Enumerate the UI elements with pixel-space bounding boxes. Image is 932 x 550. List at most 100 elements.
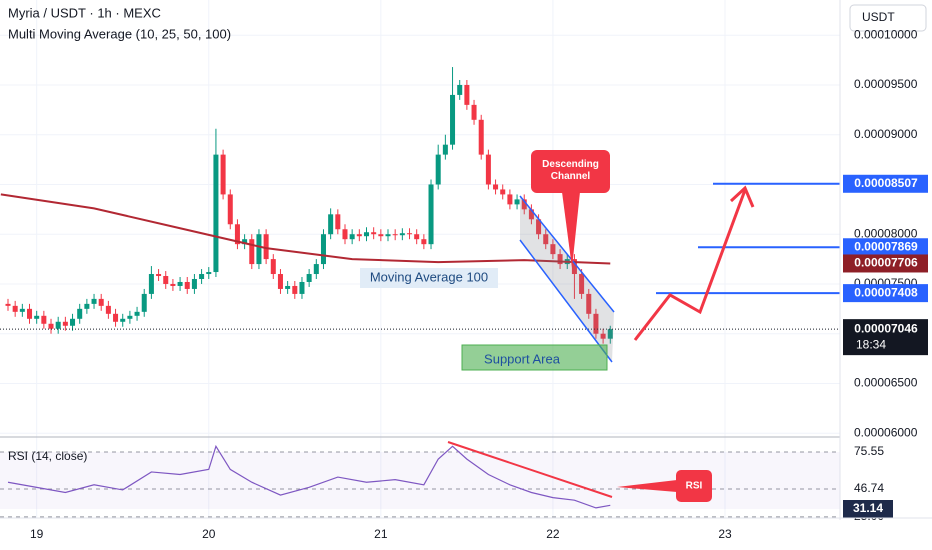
- candle-body: [521, 199, 527, 210]
- x-tick-label: 19: [30, 527, 44, 541]
- candle-body: [148, 274, 154, 294]
- candle-body: [514, 199, 520, 205]
- level-label-bg: [843, 174, 928, 193]
- support-label: Support Area: [484, 351, 561, 366]
- candle-body: [220, 154, 226, 195]
- candle-body: [478, 119, 484, 155]
- candle-body: [249, 239, 255, 265]
- candle-body: [134, 311, 140, 316]
- y-tick-label: 0.00006000: [854, 425, 918, 439]
- candle-body: [550, 244, 556, 255]
- rsi-current-bg: [843, 500, 893, 519]
- candle-body: [571, 259, 577, 275]
- candle-body: [528, 209, 534, 220]
- currency[interactable]: USDT: [862, 10, 895, 24]
- channel-label: Descending Channel: [542, 159, 599, 182]
- candle-body: [70, 318, 76, 326]
- y-tick-label: 0.00009500: [854, 77, 918, 91]
- arrow-head: [729, 185, 755, 208]
- candle-body: [320, 234, 326, 265]
- candle-body: [234, 224, 240, 245]
- chart-subtitle: Multi Moving Average (10, 25, 50, 100): [8, 26, 231, 41]
- candle-body: [371, 232, 377, 235]
- currency-button[interactable]: [849, 4, 927, 32]
- rsi-tick-label: 75.55: [854, 444, 884, 458]
- candle-body: [335, 214, 341, 230]
- y-tick-label: 0.00008000: [854, 226, 918, 240]
- candle-body: [177, 281, 183, 286]
- rsi-current-label: 31.14: [853, 501, 883, 515]
- candle-body: [227, 194, 233, 225]
- candle-body: [141, 293, 147, 312]
- candle-body: [19, 308, 25, 312]
- candle-body: [206, 272, 212, 275]
- candle-body: [399, 233, 405, 236]
- candle-body: [328, 214, 334, 235]
- candle-body: [407, 233, 413, 235]
- candle-body: [435, 154, 441, 185]
- candle-body: [543, 234, 549, 245]
- candle-body: [62, 321, 68, 326]
- rsi-pointer: [617, 480, 677, 492]
- candle-body: [48, 323, 54, 329]
- rsi-note: RSI: [686, 481, 703, 492]
- current-price-label: 0.00007046: [854, 321, 918, 335]
- x-tick-label: 21: [374, 527, 388, 541]
- candle-body: [536, 219, 542, 235]
- channel-upper: [519, 195, 615, 313]
- candle-body: [242, 239, 248, 245]
- price-axis-bg: [840, 0, 932, 550]
- candle-body: [27, 308, 33, 319]
- rsi-callout: [676, 470, 712, 502]
- candle-body: [342, 229, 348, 240]
- y-tick-label: 0.00010000: [854, 27, 918, 41]
- candle-body: [170, 283, 176, 286]
- candle-body: [84, 303, 90, 309]
- candle-body: [464, 84, 470, 105]
- candle-body: [55, 321, 61, 329]
- ma-value-label: 0.00007706: [854, 256, 918, 270]
- chart-title: Myria / USDT · 1h · MEXC: [8, 5, 161, 20]
- level-label-bg: [843, 238, 928, 257]
- x-tick-label: 20: [202, 527, 216, 541]
- candle-body: [392, 234, 398, 236]
- candle-body: [77, 308, 83, 319]
- candle-body: [299, 281, 305, 294]
- candle-body: [5, 303, 11, 306]
- candle-body: [213, 154, 219, 273]
- candle-body: [586, 293, 592, 314]
- candle-body: [557, 254, 563, 265]
- candle-body: [378, 234, 384, 237]
- candle-body: [471, 104, 477, 120]
- candle-body: [607, 329, 613, 339]
- candle-body: [285, 285, 291, 289]
- ma-line: [0, 193, 611, 265]
- candle-body: [120, 318, 126, 322]
- candle-body: [277, 274, 283, 289]
- channel-callout: [531, 150, 610, 193]
- candle-body: [414, 234, 420, 240]
- candle-body: [191, 278, 197, 289]
- candle-body: [442, 144, 448, 155]
- candle-body: [199, 274, 205, 279]
- candle-body: [457, 84, 463, 95]
- candle-body: [507, 194, 513, 205]
- ma-label-bg: [843, 254, 928, 273]
- candle-body: [184, 281, 190, 289]
- rsi-line: [7, 444, 611, 509]
- candle-body: [98, 298, 104, 306]
- rsi-divergence-line: [447, 441, 613, 498]
- candle-body: [450, 94, 456, 145]
- candle-body: [105, 305, 111, 314]
- rsi-tick-label: 46.74: [854, 481, 884, 495]
- y-tick-label: 0.00006500: [854, 376, 918, 390]
- candle-body: [256, 234, 262, 265]
- rsi-title: RSI (14, close): [8, 449, 87, 463]
- candle-body: [306, 274, 312, 282]
- level-label-bg: [843, 284, 928, 303]
- candle-body: [485, 154, 491, 185]
- candle-body: [113, 313, 119, 322]
- candle-body: [163, 276, 169, 284]
- candle-body: [579, 274, 585, 294]
